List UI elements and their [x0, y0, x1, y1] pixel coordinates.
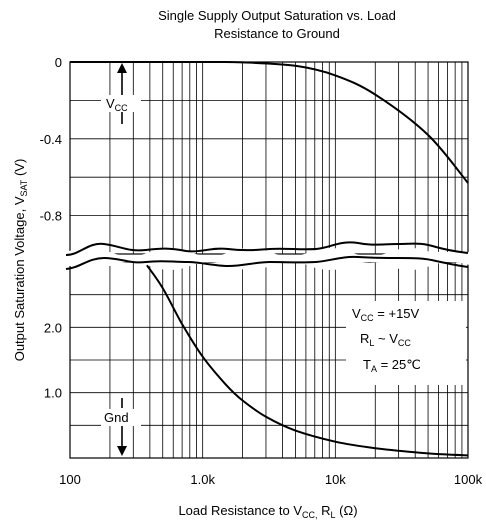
- lower-y-tick-labels: 2.0 1.0: [44, 320, 62, 400]
- vcc-label: VCC: [106, 96, 128, 113]
- y-tick-label: -0.4: [40, 132, 62, 147]
- gnd-label: Gnd: [104, 410, 129, 425]
- x-tick-label: 100k: [454, 472, 483, 487]
- condition-vcc: VCC = +15V: [352, 306, 420, 323]
- x-axis-label: Load Resistance to VCC, RL (Ω): [178, 503, 357, 520]
- series-gnd-line: [146, 264, 469, 457]
- axis-break-band: [66, 248, 472, 270]
- upper-y-tick-labels: 0 -0.4 -0.8: [40, 55, 62, 224]
- x-tick-label: 100: [59, 472, 81, 487]
- series-vcc-line: [69, 60, 469, 184]
- upper-panel-grid: [70, 62, 468, 254]
- y-tick-label: 1.0: [44, 386, 62, 401]
- chart-title-line2: Resistance to Ground: [214, 26, 340, 41]
- y-tick-label: 0: [55, 55, 62, 70]
- axis-break-line-top: [65, 241, 469, 256]
- condition-rl: RL ~ VCC: [360, 331, 411, 348]
- x-tick-labels: 100 1.0k 10k 100k: [59, 472, 482, 487]
- condition-ta: TA = 25℃: [363, 357, 421, 374]
- x-tick-label: 1.0k: [190, 472, 215, 487]
- chart-title-line1: Single Supply Output Saturation vs. Load: [158, 8, 396, 23]
- y-tick-label: -0.8: [40, 209, 62, 224]
- axis-break-line-bottom: [65, 255, 469, 270]
- x-tick-label: 10k: [325, 472, 346, 487]
- vcc-arrow: [117, 63, 127, 124]
- upper-panel-frame: [69, 61, 469, 255]
- y-axis-label: Output Saturation Voltage, VSAT (V): [12, 159, 29, 362]
- gnd-arrow: [117, 398, 127, 456]
- y-tick-label: 2.0: [44, 320, 62, 335]
